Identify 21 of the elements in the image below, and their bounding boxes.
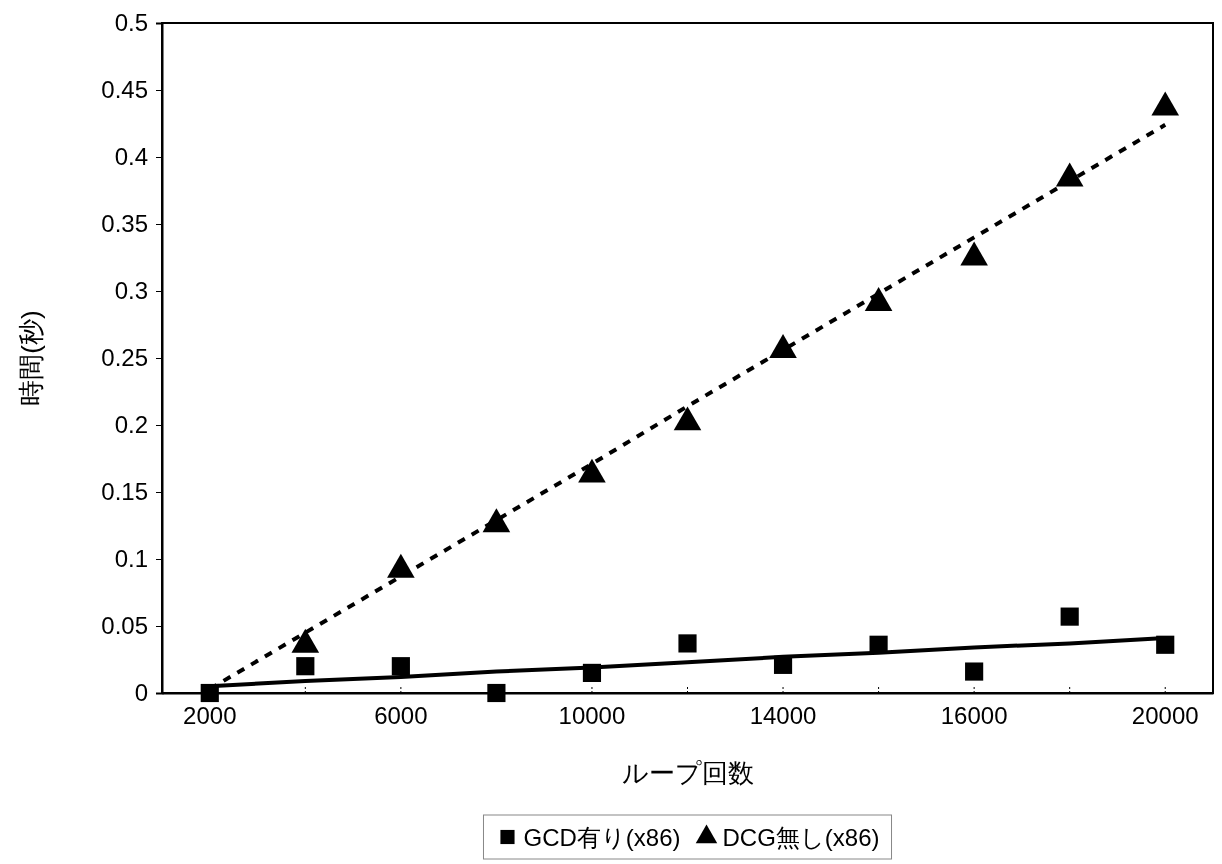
x-axis-title: ループ回数 [621, 758, 754, 788]
y-tick-label: 0.5 [114, 9, 148, 37]
y-tick-label: 0.45 [101, 76, 148, 104]
x-tick-label: 2000 [183, 702, 237, 730]
y-tick-label: 0.2 [114, 411, 148, 439]
x-tick-label: 20000 [1131, 702, 1199, 730]
x-tick-label: 10000 [558, 702, 626, 730]
x-tick-label: 6000 [374, 702, 428, 730]
y-tick-label: 0.1 [114, 545, 148, 573]
x-tick-label: 14000 [749, 702, 817, 730]
y-axis-title: 時間(秒) [16, 310, 46, 406]
y-tick-label: 0.25 [101, 344, 148, 372]
y-tick-label: 0.15 [101, 478, 148, 506]
y-tick-label: 0.3 [114, 277, 148, 305]
y-tick-label: 0.05 [101, 612, 148, 640]
legend-label: GCD有り(x86) [523, 824, 681, 851]
x-tick-label: 16000 [940, 702, 1008, 730]
legend-label: DCG無し(x86) [722, 824, 880, 851]
y-tick-label: 0.35 [101, 210, 148, 238]
y-tick-label: 0 [134, 679, 148, 707]
y-tick-label: 0.4 [114, 143, 148, 171]
